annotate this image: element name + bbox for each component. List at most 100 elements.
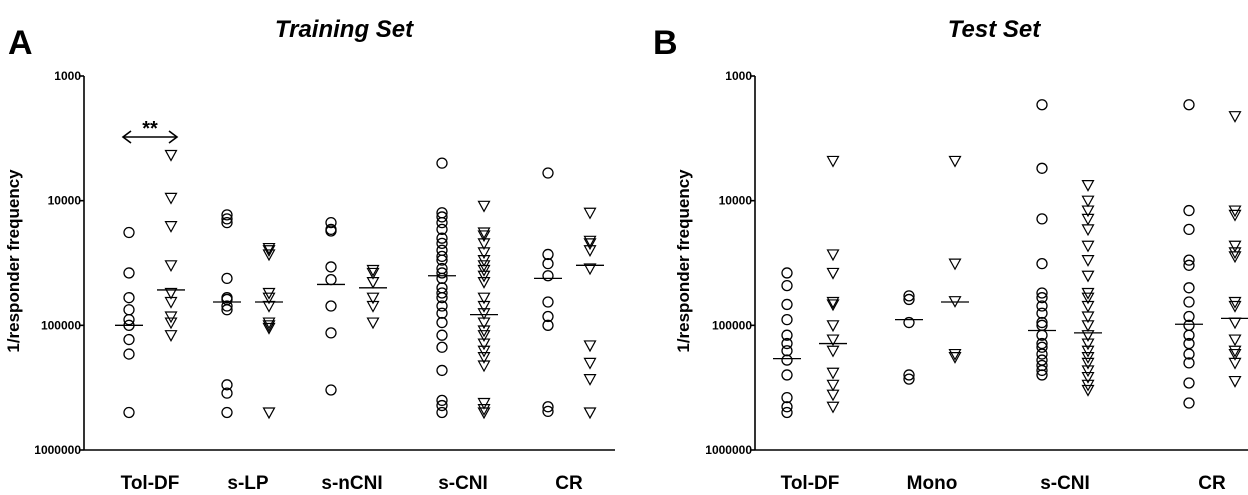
circle-point: [221, 213, 233, 225]
triangle-point: [948, 258, 962, 271]
circle-point: [123, 226, 135, 239]
triangle-point: [1228, 348, 1242, 361]
triangle-point: [1081, 345, 1095, 358]
circle-point: [781, 337, 793, 350]
arrow-head-left: [121, 130, 132, 144]
arrow-head-right: [168, 130, 179, 144]
triangle-point: [826, 155, 840, 168]
triangle-point: [583, 357, 597, 370]
circle-point: [436, 292, 448, 304]
y-tick-label: 1000: [54, 69, 81, 83]
circle-point: [221, 379, 233, 391]
circle-point: [436, 254, 448, 266]
circle-point: [781, 345, 793, 357]
triangle-point: [583, 245, 597, 258]
circle-point: [781, 369, 793, 381]
circle-point: [123, 292, 135, 304]
circle-point: [1036, 292, 1048, 304]
group-cr: [1175, 99, 1248, 409]
y-tick-label: 100000: [712, 318, 752, 332]
triangle-point: [1228, 251, 1242, 264]
triangle-point: [164, 330, 178, 342]
triangle-point: [1228, 300, 1242, 313]
triangle-point: [262, 320, 276, 333]
triangle-point: [262, 407, 276, 420]
circle-point: [903, 369, 915, 381]
triangle-point: [164, 260, 178, 273]
group-s-cni: [1028, 99, 1102, 397]
triangle-point: [477, 238, 491, 251]
circle-point: [325, 225, 337, 237]
triangle-point: [583, 407, 597, 420]
circle-point: [436, 211, 448, 223]
triangle-point: [826, 299, 840, 312]
circle-point: [123, 313, 135, 326]
group-s-cni: [428, 157, 498, 420]
circle-point: [325, 300, 337, 312]
triangle-point: [262, 245, 276, 258]
triangle-point: [1228, 240, 1242, 253]
group-tol-df: [773, 155, 847, 419]
circle-point: [436, 341, 448, 353]
circle-point: [903, 373, 915, 385]
triangle-point: [477, 277, 491, 289]
triangle-point: [262, 242, 276, 255]
triangle-point: [477, 317, 491, 330]
triangle-point: [1081, 352, 1095, 364]
circle-point: [436, 394, 448, 407]
triangle-point: [948, 155, 962, 168]
triangle-point: [1081, 205, 1095, 218]
triangle-point: [477, 227, 491, 240]
triangle-point: [1081, 179, 1095, 192]
triangle-point: [1228, 111, 1242, 123]
triangle-point: [583, 263, 597, 276]
circle-point: [436, 157, 448, 169]
y-axis-label: 1/responder frequency: [4, 169, 23, 353]
y-axis-label: 1/responder frequency: [674, 169, 693, 353]
circle-point: [1183, 282, 1195, 294]
triangle-point: [583, 340, 597, 353]
triangle-point: [1081, 384, 1095, 397]
panel-letter: B: [653, 24, 678, 62]
group-cr: [534, 167, 604, 420]
triangle-point: [477, 407, 491, 420]
circle-point: [1036, 369, 1048, 381]
triangle-point: [366, 277, 380, 289]
circle-point: [781, 406, 793, 419]
circle-point: [781, 401, 793, 413]
circle-point: [221, 216, 233, 229]
y-tick-label: 100000: [41, 318, 81, 332]
triangle-point: [826, 334, 840, 347]
circle-point: [436, 316, 448, 329]
circle-point: [123, 304, 135, 316]
circle-point: [1183, 310, 1195, 323]
x-category-label: Tol-DF: [121, 473, 180, 494]
circle-point: [221, 272, 233, 285]
x-category-label: Tol-DF: [781, 473, 840, 494]
x-category-label: Mono: [907, 473, 958, 494]
triangle-point: [948, 352, 962, 364]
triangle-point: [1228, 334, 1242, 347]
triangle-point: [366, 264, 380, 277]
triangle-point: [164, 296, 178, 309]
triangle-point: [1081, 338, 1095, 351]
y-tick-label: 10000: [719, 194, 753, 208]
circle-point: [221, 406, 233, 419]
triangle-point: [164, 317, 178, 330]
circle-point: [1183, 223, 1195, 236]
circle-point: [123, 267, 135, 279]
triangle-point: [477, 360, 491, 373]
circle-point: [436, 287, 448, 299]
y-tick-label: 1000: [725, 69, 752, 83]
triangle-point: [477, 308, 491, 320]
x-category-label: CR: [555, 473, 583, 494]
triangle-point: [1081, 224, 1095, 237]
circle-point: [542, 248, 554, 261]
triangle-point: [826, 345, 840, 358]
circle-point: [436, 267, 448, 279]
triangle-point: [164, 149, 178, 162]
triangle-point: [164, 287, 178, 300]
group-s-ncni: [317, 216, 387, 396]
triangle-point: [1228, 317, 1242, 330]
circle-point: [1183, 397, 1195, 409]
